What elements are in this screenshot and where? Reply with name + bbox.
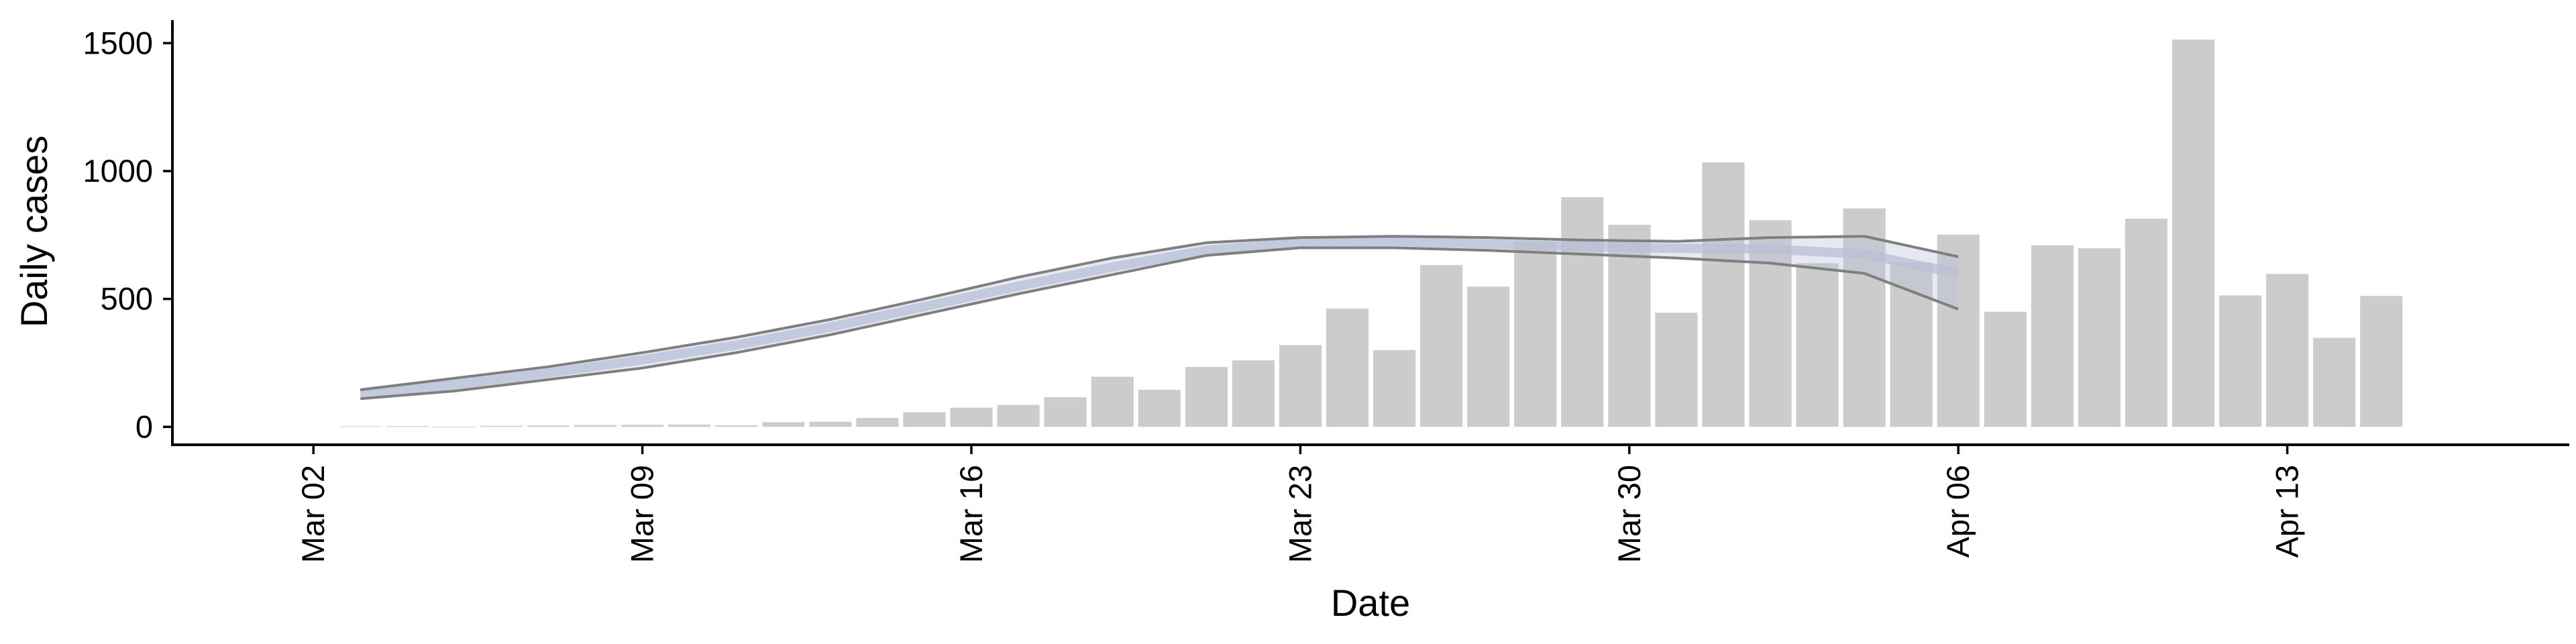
y-tick-label: 500 [101, 281, 153, 317]
bar [621, 425, 664, 427]
bar [2172, 40, 2215, 427]
bar [574, 425, 617, 427]
bar [715, 425, 758, 427]
bar [2078, 248, 2121, 427]
trend-upper-edge [360, 235, 1959, 391]
x-tick-label: Mar 23 [1282, 465, 1318, 563]
y-ticks: 0 500 1000 1500 [83, 25, 172, 444]
x-axis-title: Date [1331, 582, 1410, 624]
bar [1796, 263, 1839, 427]
axes-layer [171, 20, 2569, 446]
x-tick-label: Mar 16 [953, 465, 989, 563]
y-axis-title: Daily cases [13, 136, 55, 327]
bar [1608, 225, 1651, 427]
bar [1091, 376, 1134, 427]
bar [2313, 337, 2356, 427]
bar [1232, 360, 1275, 427]
bar [950, 407, 993, 427]
y-tick-label: 1000 [83, 153, 153, 189]
y-tick-label: 0 [136, 409, 153, 444]
bar [1843, 208, 1886, 427]
bar [1702, 162, 1745, 427]
x-tick-label: Mar 02 [295, 465, 331, 563]
bar [1420, 265, 1463, 427]
bar [1373, 350, 1416, 427]
bar [1749, 220, 1792, 427]
x-ticks: Mar 02 Mar 09 Mar 16 Mar 23 Mar 30 Apr 06 Apr … [295, 445, 2305, 563]
x-tick-label: Mar 09 [625, 465, 660, 563]
trend-line [360, 236, 1960, 399]
bar [480, 425, 523, 427]
bar [668, 424, 711, 427]
bar [2219, 295, 2262, 427]
bar [809, 421, 852, 427]
bar [2031, 245, 2074, 427]
bar [1279, 345, 1322, 427]
bar [1467, 286, 1510, 427]
bar [1655, 313, 1698, 427]
y-tick-label: 1500 [83, 25, 153, 60]
bar [386, 426, 429, 427]
bar [1044, 397, 1087, 427]
bar [527, 425, 570, 427]
x-tick-label: Mar 30 [1611, 465, 1647, 563]
bar [1326, 309, 1368, 427]
x-tick-label: Apr 13 [2269, 465, 2305, 557]
bar [2266, 274, 2309, 427]
bar [1138, 390, 1181, 427]
bar [1561, 197, 1604, 427]
bar [2125, 218, 2167, 427]
bar [1185, 367, 1228, 427]
trend-lower-edge [360, 246, 1959, 400]
bar [856, 418, 899, 427]
bar [1984, 311, 2027, 427]
bar [762, 422, 805, 427]
trend-band-layer [360, 235, 1960, 400]
bars-layer [339, 40, 2403, 428]
bar [1514, 241, 1557, 427]
bar [903, 412, 946, 427]
bar [2360, 296, 2403, 427]
bar [997, 405, 1040, 427]
x-tick-label: Apr 06 [1940, 465, 1976, 557]
